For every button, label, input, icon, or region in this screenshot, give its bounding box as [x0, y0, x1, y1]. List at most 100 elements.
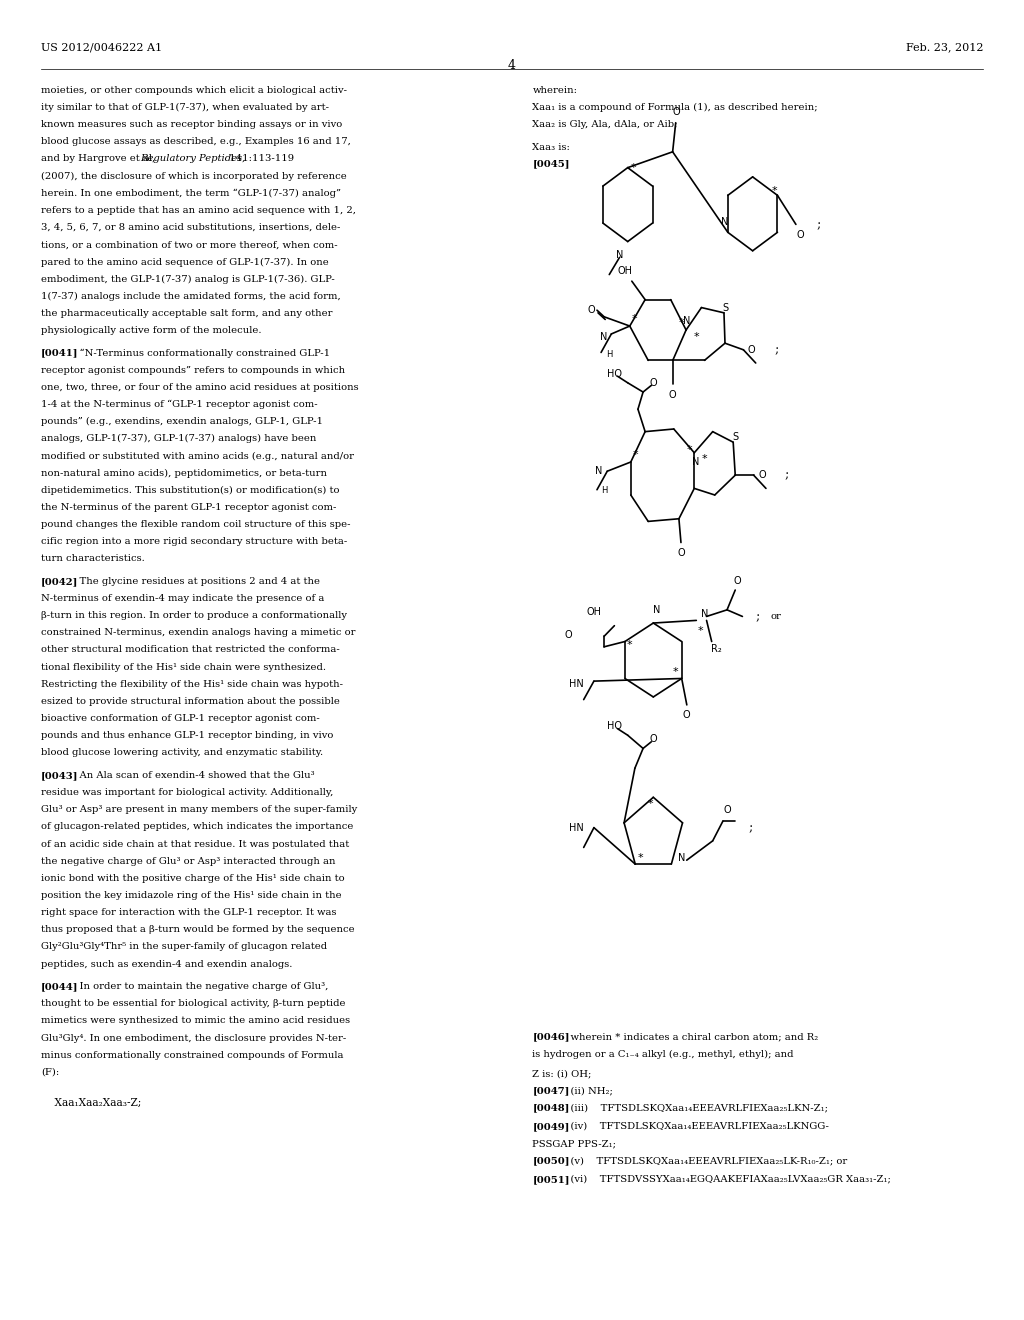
- Text: N: N: [678, 853, 685, 862]
- Text: (ii) NH₂;: (ii) NH₂;: [558, 1086, 613, 1096]
- Text: peptides, such as exendin-4 and exendin analogs.: peptides, such as exendin-4 and exendin …: [41, 960, 292, 969]
- Text: N: N: [683, 315, 691, 326]
- Text: O: O: [758, 470, 766, 480]
- Text: bioactive conformation of GLP-1 receptor agonist com-: bioactive conformation of GLP-1 receptor…: [41, 714, 319, 723]
- Text: O: O: [797, 230, 804, 240]
- Text: O: O: [673, 107, 681, 117]
- Text: pared to the amino acid sequence of GLP-1(7-37). In one: pared to the amino acid sequence of GLP-…: [41, 257, 329, 267]
- Text: OH: OH: [617, 265, 632, 276]
- Text: wherein:: wherein:: [532, 86, 578, 95]
- Text: *: *: [627, 640, 632, 651]
- Text: N: N: [615, 249, 624, 260]
- Text: (F):: (F):: [41, 1068, 59, 1077]
- Text: 1-4 at the N-terminus of “GLP-1 receptor agonist com-: 1-4 at the N-terminus of “GLP-1 receptor…: [41, 400, 317, 409]
- Text: [0049]: [0049]: [532, 1122, 569, 1131]
- Text: modified or substituted with amino acids (e.g., natural and/or: modified or substituted with amino acids…: [41, 451, 354, 461]
- Text: other structural modification that restricted the conforma-: other structural modification that restr…: [41, 645, 340, 655]
- Text: Feb. 23, 2012: Feb. 23, 2012: [905, 42, 983, 53]
- Text: cific region into a more rigid secondary structure with beta-: cific region into a more rigid secondary…: [41, 537, 347, 546]
- Text: 1(7-37) analogs include the amidated forms, the acid form,: 1(7-37) analogs include the amidated for…: [41, 292, 341, 301]
- Text: and by Hargrove et al,: and by Hargrove et al,: [41, 154, 159, 164]
- Text: blood glucose lowering activity, and enzymatic stability.: blood glucose lowering activity, and enz…: [41, 748, 324, 758]
- Text: O: O: [683, 710, 690, 721]
- Text: The glycine residues at positions 2 and 4 at the: The glycine residues at positions 2 and …: [67, 577, 319, 586]
- Text: O: O: [723, 805, 731, 816]
- Text: right space for interaction with the GLP-1 receptor. It was: right space for interaction with the GLP…: [41, 908, 337, 917]
- Text: constrained N-terminus, exendin analogs having a mimetic or: constrained N-terminus, exendin analogs …: [41, 628, 355, 638]
- Text: turn characteristics.: turn characteristics.: [41, 554, 144, 564]
- Text: known measures such as receptor binding assays or in vivo: known measures such as receptor binding …: [41, 120, 342, 129]
- Text: O: O: [587, 305, 595, 315]
- Text: the negative charge of Glu³ or Asp³ interacted through an: the negative charge of Glu³ or Asp³ inte…: [41, 857, 336, 866]
- Text: *: *: [633, 450, 639, 461]
- Text: one, two, three, or four of the amino acid residues at positions: one, two, three, or four of the amino ac…: [41, 383, 358, 392]
- Text: S: S: [732, 432, 738, 442]
- Text: ionic bond with the positive charge of the His¹ side chain to: ionic bond with the positive charge of t…: [41, 874, 345, 883]
- Text: analogs, GLP-1(7-37), GLP-1(7-37) analogs) have been: analogs, GLP-1(7-37), GLP-1(7-37) analog…: [41, 434, 316, 444]
- Text: [0048]: [0048]: [532, 1104, 569, 1113]
- Text: 3, 4, 5, 6, 7, or 8 amino acid substitutions, insertions, dele-: 3, 4, 5, 6, 7, or 8 amino acid substitut…: [41, 223, 340, 232]
- Text: O: O: [649, 734, 657, 744]
- Text: O: O: [565, 630, 572, 640]
- Text: In order to maintain the negative charge of Glu³,: In order to maintain the negative charge…: [67, 982, 328, 991]
- Text: [0042]: [0042]: [41, 577, 78, 586]
- Text: esized to provide structural information about the possible: esized to provide structural information…: [41, 697, 340, 706]
- Text: Restricting the flexibility of the His¹ side chain was hypoth-: Restricting the flexibility of the His¹ …: [41, 680, 343, 689]
- Text: *: *: [772, 186, 777, 197]
- Text: PSSGAP PPS-Z₁;: PSSGAP PPS-Z₁;: [532, 1139, 616, 1148]
- Text: mimetics were synthesized to mimic the amino acid residues: mimetics were synthesized to mimic the a…: [41, 1016, 350, 1026]
- Text: position the key imidazole ring of the His¹ side chain in the: position the key imidazole ring of the H…: [41, 891, 342, 900]
- Text: receptor agonist compounds” refers to compounds in which: receptor agonist compounds” refers to co…: [41, 366, 345, 375]
- Text: tional flexibility of the His¹ side chain were synthesized.: tional flexibility of the His¹ side chai…: [41, 663, 326, 672]
- Text: [0047]: [0047]: [532, 1086, 569, 1096]
- Text: *: *: [693, 331, 699, 342]
- Text: O: O: [733, 576, 741, 586]
- Text: Z is: (i) OH;: Z is: (i) OH;: [532, 1069, 592, 1078]
- Text: Xaa₁Xaa₂Xaa₃-Z;: Xaa₁Xaa₂Xaa₃-Z;: [41, 1098, 141, 1109]
- Text: [0044]: [0044]: [41, 982, 79, 991]
- Text: N: N: [600, 331, 607, 342]
- Text: β-turn in this region. In order to produce a conformationally: β-turn in this region. In order to produ…: [41, 611, 347, 620]
- Text: Xaa₂ is Gly, Ala, dAla, or Aib;: Xaa₂ is Gly, Ala, dAla, or Aib;: [532, 120, 678, 129]
- Text: An Ala scan of exendin-4 showed that the Glu³: An Ala scan of exendin-4 showed that the…: [67, 771, 314, 780]
- Text: [0046]: [0046]: [532, 1032, 570, 1041]
- Text: of glucagon-related peptides, which indicates the importance: of glucagon-related peptides, which indi…: [41, 822, 353, 832]
- Text: *: *: [673, 667, 678, 677]
- Text: (iii)    TFTSDLSKQXaa₁₄EEEAVRLFIEXaa₂₅LKN-Z₁;: (iii) TFTSDLSKQXaa₁₄EEEAVRLFIEXaa₂₅LKN-Z…: [558, 1104, 828, 1113]
- Text: H: H: [606, 350, 612, 359]
- Text: Glu³Gly⁴. In one embodiment, the disclosure provides N-ter-: Glu³Gly⁴. In one embodiment, the disclos…: [41, 1034, 346, 1043]
- Text: O: O: [677, 548, 685, 558]
- Text: N: N: [595, 466, 602, 477]
- Text: ;: ;: [756, 610, 760, 623]
- Text: US 2012/0046222 A1: US 2012/0046222 A1: [41, 42, 162, 53]
- Text: HO: HO: [607, 368, 622, 379]
- Text: wherein * indicates a chiral carbon atom; and R₂: wherein * indicates a chiral carbon atom…: [558, 1032, 818, 1041]
- Text: ;: ;: [749, 821, 753, 834]
- Text: HN: HN: [569, 822, 584, 833]
- Text: N-terminus of exendin-4 may indicate the presence of a: N-terminus of exendin-4 may indicate the…: [41, 594, 325, 603]
- Text: Xaa₃ is:: Xaa₃ is:: [532, 143, 570, 152]
- Text: ;: ;: [774, 343, 778, 356]
- Text: of an acidic side chain at that residue. It was postulated that: of an acidic side chain at that residue.…: [41, 840, 349, 849]
- Text: HO: HO: [607, 721, 622, 731]
- Text: *: *: [647, 799, 653, 809]
- Text: is hydrogen or a C₁₋₄ alkyl (e.g., methyl, ethyl); and: is hydrogen or a C₁₋₄ alkyl (e.g., methy…: [532, 1049, 794, 1059]
- Text: N: N: [691, 457, 699, 467]
- Text: residue was important for biological activity. Additionally,: residue was important for biological act…: [41, 788, 334, 797]
- Text: Glu³ or Asp³ are present in many members of the super-family: Glu³ or Asp³ are present in many members…: [41, 805, 357, 814]
- Text: HN: HN: [569, 678, 584, 689]
- Text: [0043]: [0043]: [41, 771, 79, 780]
- Text: (vi)    TFTSDVSSYXaa₁₄EGQAAKEFIAXaa₂₅LVXaa₂₅GR Xaa₃₁-Z₁;: (vi) TFTSDVSSYXaa₁₄EGQAAKEFIAXaa₂₅LVXaa₂…: [558, 1175, 891, 1184]
- Text: *: *: [638, 853, 643, 862]
- Text: “N-Terminus conformationally constrained GLP-1: “N-Terminus conformationally constrained…: [67, 348, 330, 358]
- Text: *: *: [686, 445, 692, 455]
- Text: refers to a peptide that has an amino acid sequence with 1, 2,: refers to a peptide that has an amino ac…: [41, 206, 356, 215]
- Text: ;: ;: [784, 469, 788, 482]
- Text: O: O: [669, 389, 677, 400]
- Text: *: *: [631, 162, 637, 173]
- Text: *: *: [632, 314, 638, 325]
- Text: Regulatory Peptides,: Regulatory Peptides,: [140, 154, 245, 164]
- Text: herein. In one embodiment, the term “GLP-1(7-37) analog”: herein. In one embodiment, the term “GLP…: [41, 189, 341, 198]
- Text: physiologically active form of the molecule.: physiologically active form of the molec…: [41, 326, 261, 335]
- Text: [0045]: [0045]: [532, 160, 570, 169]
